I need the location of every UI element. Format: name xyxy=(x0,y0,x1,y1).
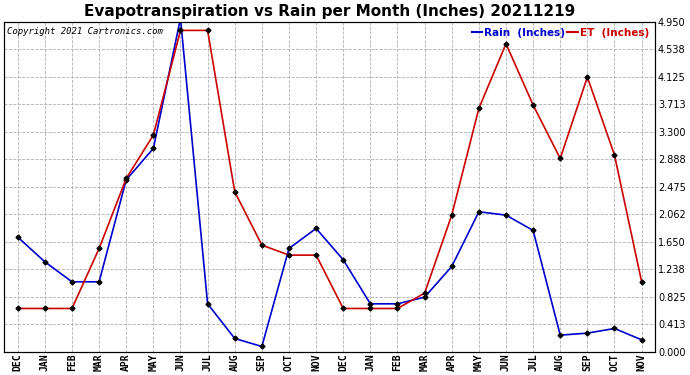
Legend: Rain  (Inches), ET  (Inches): Rain (Inches), ET (Inches) xyxy=(471,27,650,39)
Text: Copyright 2021 Cartronics.com: Copyright 2021 Cartronics.com xyxy=(8,27,164,36)
Title: Evapotranspiration vs Rain per Month (Inches) 20211219: Evapotranspiration vs Rain per Month (In… xyxy=(84,4,575,19)
